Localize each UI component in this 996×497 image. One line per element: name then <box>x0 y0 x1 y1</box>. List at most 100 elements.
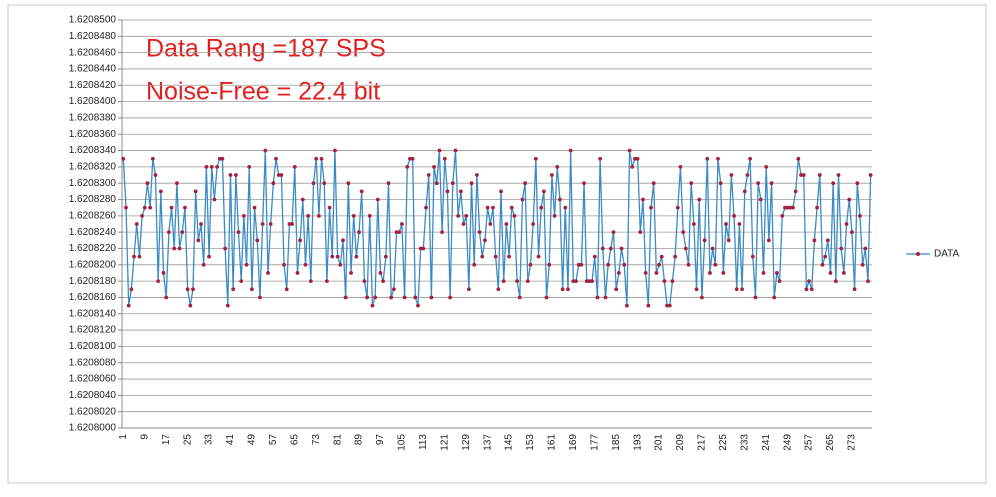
data-point <box>279 173 284 177</box>
legend-label: DATA <box>934 249 960 260</box>
data-point <box>381 279 386 284</box>
data-point <box>504 222 509 226</box>
data-point <box>710 246 715 251</box>
data-point <box>466 287 471 292</box>
data-point <box>255 238 260 243</box>
data-point <box>793 189 798 194</box>
data-point <box>228 173 233 177</box>
data-point <box>705 156 710 161</box>
data-point <box>188 303 193 308</box>
data-point <box>193 189 198 194</box>
data-point <box>654 271 659 275</box>
data-point <box>367 213 372 218</box>
x-tick-label: 257 <box>804 434 815 451</box>
data-point <box>614 287 619 292</box>
y-tick-label: 1.6208340 <box>69 145 117 156</box>
data-point <box>322 181 327 186</box>
data-point <box>753 295 758 300</box>
data-point <box>501 279 506 284</box>
x-tick-label: 73 <box>311 434 322 446</box>
x-tick-label: 121 <box>439 434 450 451</box>
data-point <box>804 287 809 292</box>
data-point <box>172 246 177 251</box>
data-point <box>809 287 814 292</box>
x-tick-label: 41 <box>225 434 236 446</box>
data-point <box>383 254 388 259</box>
data-point <box>217 156 222 161</box>
data-point <box>560 287 565 292</box>
data-point <box>378 271 383 275</box>
data-point <box>831 181 836 186</box>
data-point <box>453 148 458 153</box>
data-point <box>341 238 345 243</box>
data-point <box>386 181 391 186</box>
y-tick-label: 1.6208040 <box>69 390 117 401</box>
data-point <box>515 279 519 284</box>
data-point <box>646 303 651 308</box>
data-point <box>477 230 482 235</box>
y-tick-label: 1.6208400 <box>69 96 117 107</box>
y-tick-label: 1.6208440 <box>69 64 117 75</box>
data-point <box>129 287 134 292</box>
y-tick-label: 1.6208020 <box>69 406 117 417</box>
data-point <box>724 222 728 226</box>
data-point <box>153 173 158 177</box>
data-point <box>533 156 538 161</box>
data-point <box>306 213 311 218</box>
y-tick-label: 1.6208480 <box>69 31 117 42</box>
data-point <box>394 230 399 235</box>
data-point <box>266 271 270 275</box>
x-tick-label: 89 <box>354 434 365 446</box>
data-point <box>126 303 131 308</box>
data-point <box>855 181 860 186</box>
data-point <box>627 148 632 153</box>
data-point <box>584 279 589 284</box>
data-point <box>686 262 691 267</box>
data-point <box>196 238 201 243</box>
data-point <box>239 279 244 284</box>
data-point <box>212 197 217 202</box>
data-point <box>574 279 578 284</box>
data-point <box>375 197 380 202</box>
data-point <box>483 238 487 243</box>
data-point <box>576 262 581 267</box>
data-line <box>122 150 872 307</box>
data-point <box>657 262 661 267</box>
data-point <box>142 205 147 210</box>
y-tick-label: 1.6208060 <box>69 374 117 385</box>
data-point <box>665 303 669 308</box>
x-tick-label: 9 <box>139 434 150 440</box>
data-point <box>651 181 656 186</box>
data-point <box>491 205 495 210</box>
data-point <box>844 222 849 226</box>
x-tick-label: 265 <box>825 434 836 451</box>
data-point <box>799 173 803 177</box>
y-tick-label: 1.6208320 <box>69 162 117 173</box>
x-tick-label: 129 <box>461 434 472 451</box>
data-point <box>274 156 278 161</box>
data-point <box>389 295 394 300</box>
data-point <box>365 295 369 300</box>
data-point <box>702 238 707 243</box>
data-point <box>670 279 675 284</box>
data-point <box>758 197 763 202</box>
data-point <box>745 173 750 177</box>
data-point <box>209 164 214 169</box>
data-point <box>836 173 841 177</box>
data-point <box>825 238 830 243</box>
data-point <box>823 254 828 259</box>
y-tick-label: 1.6208280 <box>69 194 117 205</box>
data-point <box>244 262 249 267</box>
data-point <box>338 262 343 267</box>
data-point <box>268 222 273 226</box>
data-point <box>595 295 600 300</box>
data-point <box>531 222 536 226</box>
data-point <box>434 181 439 186</box>
x-tick-label: 33 <box>204 434 215 446</box>
data-point <box>635 156 640 161</box>
x-tick-label: 145 <box>504 434 515 451</box>
data-point <box>507 254 511 259</box>
x-tick-label: 185 <box>611 434 622 451</box>
data-point <box>791 205 795 210</box>
data-point <box>475 173 479 177</box>
